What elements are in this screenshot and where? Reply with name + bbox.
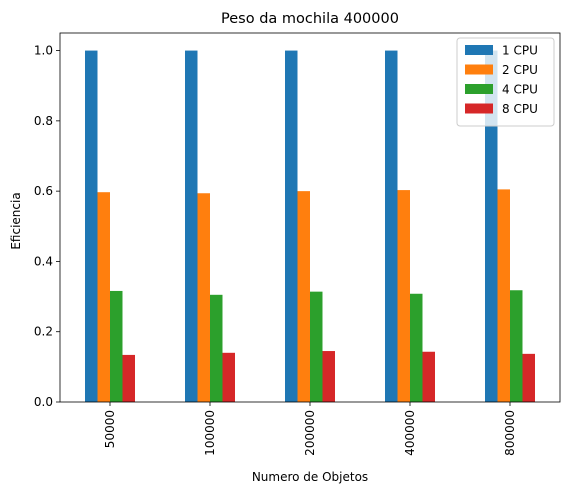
bar-2-cpu-400000 (397, 190, 410, 402)
y-tick-label: 0.2 (34, 325, 53, 339)
y-tick-label: 0.4 (34, 254, 53, 268)
x-tick-label: 50000 (103, 410, 117, 448)
legend-entry: 8 CPU (502, 102, 538, 116)
bar-8-cpu-800000 (522, 353, 535, 402)
x-tick-label-group: 400000 (403, 410, 417, 456)
bar-4-cpu-50000 (110, 290, 123, 402)
legend-entry: 2 CPU (502, 63, 538, 77)
x-axis-label: Numero de Objetos (252, 470, 368, 484)
bar-8-cpu-100000 (222, 352, 235, 402)
x-tick-label-group: 200000 (303, 410, 317, 456)
bar-1-cpu-50000 (85, 50, 98, 402)
y-tick-label: 1.0 (34, 44, 53, 58)
bar-1-cpu-100000 (185, 50, 198, 402)
legend-swatch (465, 64, 493, 75)
x-tick-label-group: 100000 (203, 410, 217, 456)
bar-2-cpu-200000 (297, 191, 310, 402)
bar-8-cpu-50000 (122, 354, 135, 402)
bar-8-cpu-400000 (422, 351, 435, 402)
bar-2-cpu-800000 (497, 189, 510, 402)
y-tick-label: 0.8 (34, 114, 53, 128)
legend-entry: 1 CPU (502, 44, 538, 58)
x-tick-label: 100000 (203, 410, 217, 456)
y-tick-label: 0.6 (34, 184, 53, 198)
bar-1-cpu-800000 (485, 50, 498, 402)
bar-2-cpu-50000 (97, 192, 110, 402)
chart-title: Peso da mochila 400000 (221, 11, 399, 27)
bar-8-cpu-200000 (322, 351, 335, 402)
bar-1-cpu-200000 (285, 50, 298, 402)
plot-frame (59, 32, 561, 403)
x-tick-label: 400000 (403, 410, 417, 456)
legend-swatch (465, 84, 493, 94)
x-tick-label: 200000 (303, 410, 317, 456)
bar-4-cpu-400000 (410, 293, 423, 402)
axes-group: 50000 100000 200000 400000 800000 0.0 0.2 0.4 0.… (34, 32, 561, 456)
bar-4-cpu-200000 (310, 291, 323, 402)
y-axis-label-group: Eficiencia (9, 192, 23, 249)
legend: 1 CPU 2 CPU 4 CPU 8 CPU (456, 37, 555, 127)
x-tick-label-group: 50000 (103, 410, 117, 448)
bars-group (85, 50, 535, 402)
legend-entry: 4 CPU (502, 83, 538, 97)
x-tick-label: 800000 (503, 410, 517, 456)
bar-1-cpu-400000 (385, 50, 398, 402)
legend-swatch (465, 103, 493, 114)
bar-4-cpu-800000 (510, 290, 523, 402)
y-axis-label: Eficiencia (9, 192, 23, 249)
x-tick-label-group: 800000 (503, 410, 517, 456)
bar-2-cpu-100000 (197, 193, 210, 402)
bar-4-cpu-100000 (210, 294, 223, 402)
y-tick-label: 0.0 (34, 395, 53, 409)
legend-swatch (465, 45, 493, 55)
